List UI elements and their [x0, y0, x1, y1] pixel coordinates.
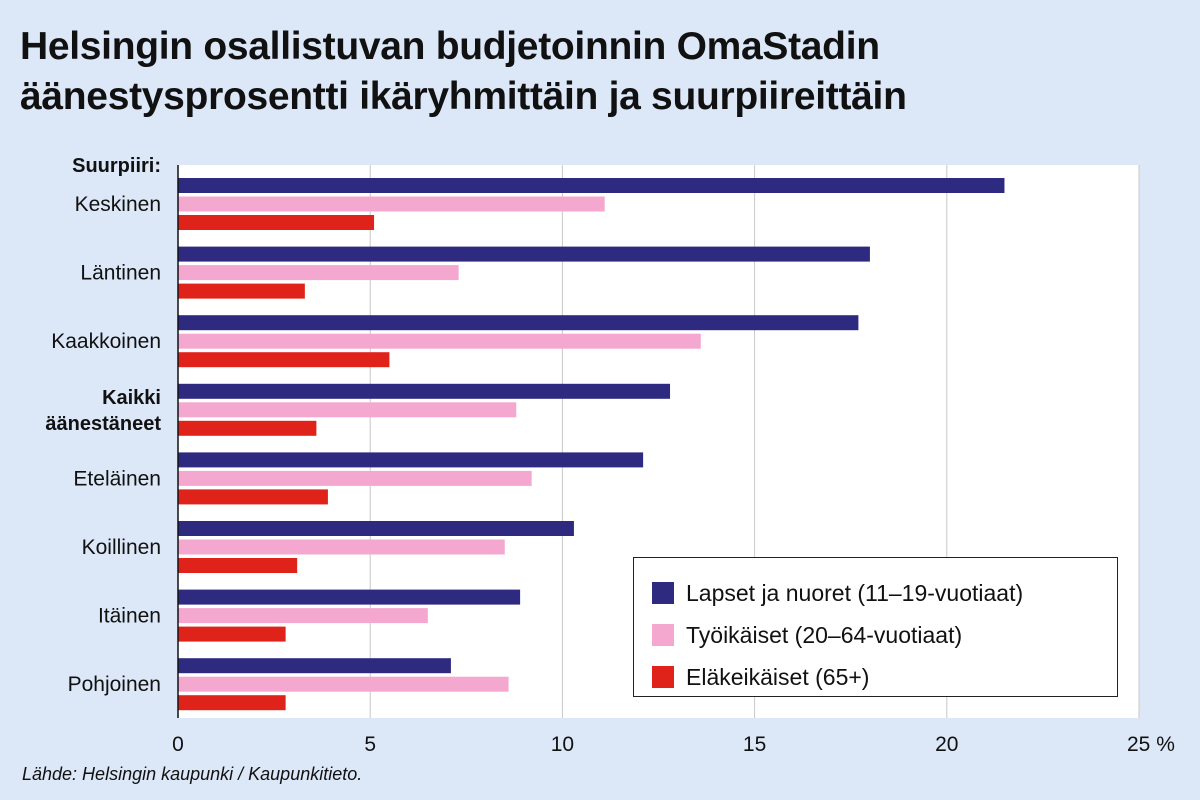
category-header: Suurpiiri: — [72, 155, 161, 177]
bar-1-6 — [178, 521, 574, 536]
source-note: Lähde: Helsingin kaupunki / Kaupunkitiet… — [22, 764, 363, 784]
bar-1-5 — [178, 452, 644, 468]
bar-3-2 — [178, 283, 305, 299]
bar-3-6 — [178, 558, 298, 573]
category-label: Eteläinen — [73, 467, 161, 490]
category-label: Kaakkoinen — [51, 330, 161, 353]
chart-title: Helsingin osallistuvan budjetoinnin OmaS… — [20, 22, 1180, 122]
bar-3-8 — [178, 695, 286, 711]
x-tick-label: 5 — [364, 733, 376, 756]
title-line-2: äänestysprosentti ikäryhmittäin ja suurp… — [20, 75, 907, 118]
category-label: Keskinen — [75, 193, 161, 216]
bar-1-3 — [178, 315, 859, 331]
legend-swatch-elakeikaiset — [652, 666, 674, 688]
x-tick-label: 20 — [935, 733, 958, 756]
chart-legend: Lapset ja nuoret (11–19-vuotiaat) Työikä… — [633, 557, 1118, 697]
bar-2-1 — [178, 196, 605, 212]
legend-item-lapset: Lapset ja nuoret (11–19-vuotiaat) — [652, 572, 1117, 614]
category-label: Läntinen — [80, 262, 161, 285]
bar-1-7 — [178, 589, 521, 605]
legend-label-tyoikaiset: Työikäiset (20–64-vuotiaat) — [686, 621, 963, 648]
bar-3-7 — [178, 626, 286, 642]
title-line-1: Helsingin osallistuvan budjetoinnin OmaS… — [20, 25, 880, 68]
category-label: Kaikki äänestäneet — [45, 387, 161, 435]
bar-1-2 — [178, 246, 870, 262]
x-tick-label: 0 — [172, 733, 184, 756]
category-label: Pohjoinen — [68, 673, 161, 696]
bar-1-8 — [178, 658, 451, 674]
category-label: Itäinen — [98, 605, 161, 628]
bar-3-4 — [178, 420, 317, 436]
bar-3-3 — [178, 352, 390, 368]
bar-2-5 — [178, 470, 532, 486]
bar-2-3 — [178, 333, 701, 349]
bar-2-2 — [178, 265, 459, 281]
x-tick-label: 25 % — [1127, 733, 1175, 756]
legend-item-tyoikaiset: Työikäiset (20–64-vuotiaat) — [652, 614, 1117, 656]
legend-label-lapset: Lapset ja nuoret (11–19-vuotiaat) — [686, 579, 1024, 606]
legend-swatch-lapset — [652, 582, 674, 604]
bar-2-8 — [178, 676, 509, 692]
bar-1-1 — [178, 178, 1005, 193]
bar-3-5 — [178, 489, 328, 505]
bar-3-1 — [178, 215, 375, 230]
category-label: Koillinen — [82, 536, 161, 559]
legend-swatch-tyoikaiset — [652, 624, 674, 646]
bar-2-6 — [178, 539, 505, 555]
x-tick-label: 15 — [743, 733, 766, 756]
bar-1-4 — [178, 383, 671, 399]
legend-label-elakeikaiset: Eläkeikäiset (65+) — [686, 663, 870, 690]
legend-item-elakeikaiset: Eläkeikäiset (65+) — [652, 656, 1117, 698]
x-tick-label: 10 — [551, 733, 574, 756]
bar-2-7 — [178, 608, 428, 624]
bar-2-4 — [178, 402, 517, 418]
